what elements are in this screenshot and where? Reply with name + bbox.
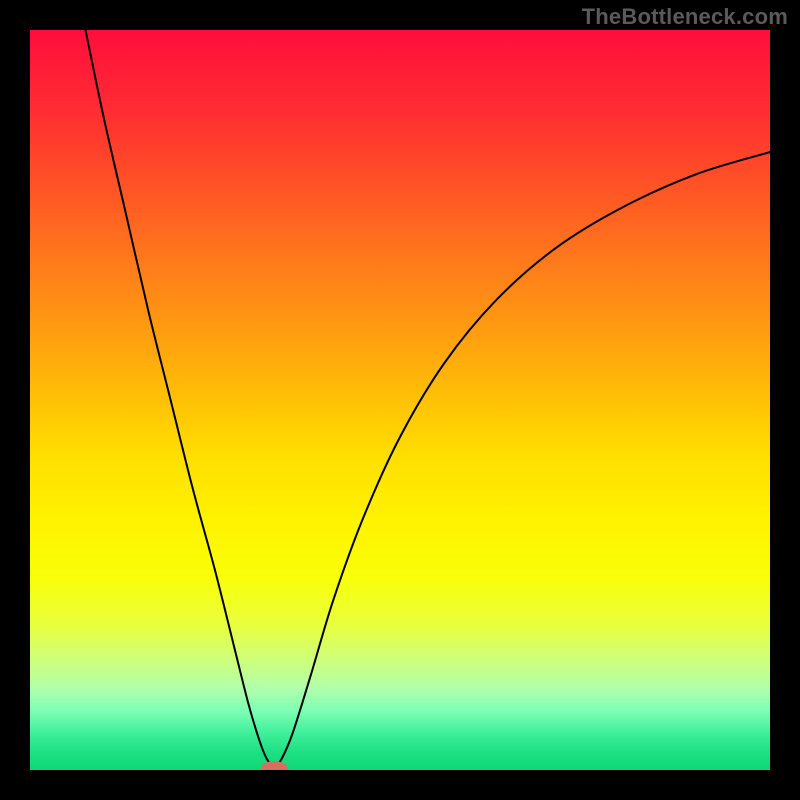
chart-plot-area: [30, 30, 770, 770]
watermark-text: TheBottleneck.com: [582, 4, 788, 30]
chart-background: [30, 30, 770, 770]
bottleneck-chart: [30, 30, 770, 770]
